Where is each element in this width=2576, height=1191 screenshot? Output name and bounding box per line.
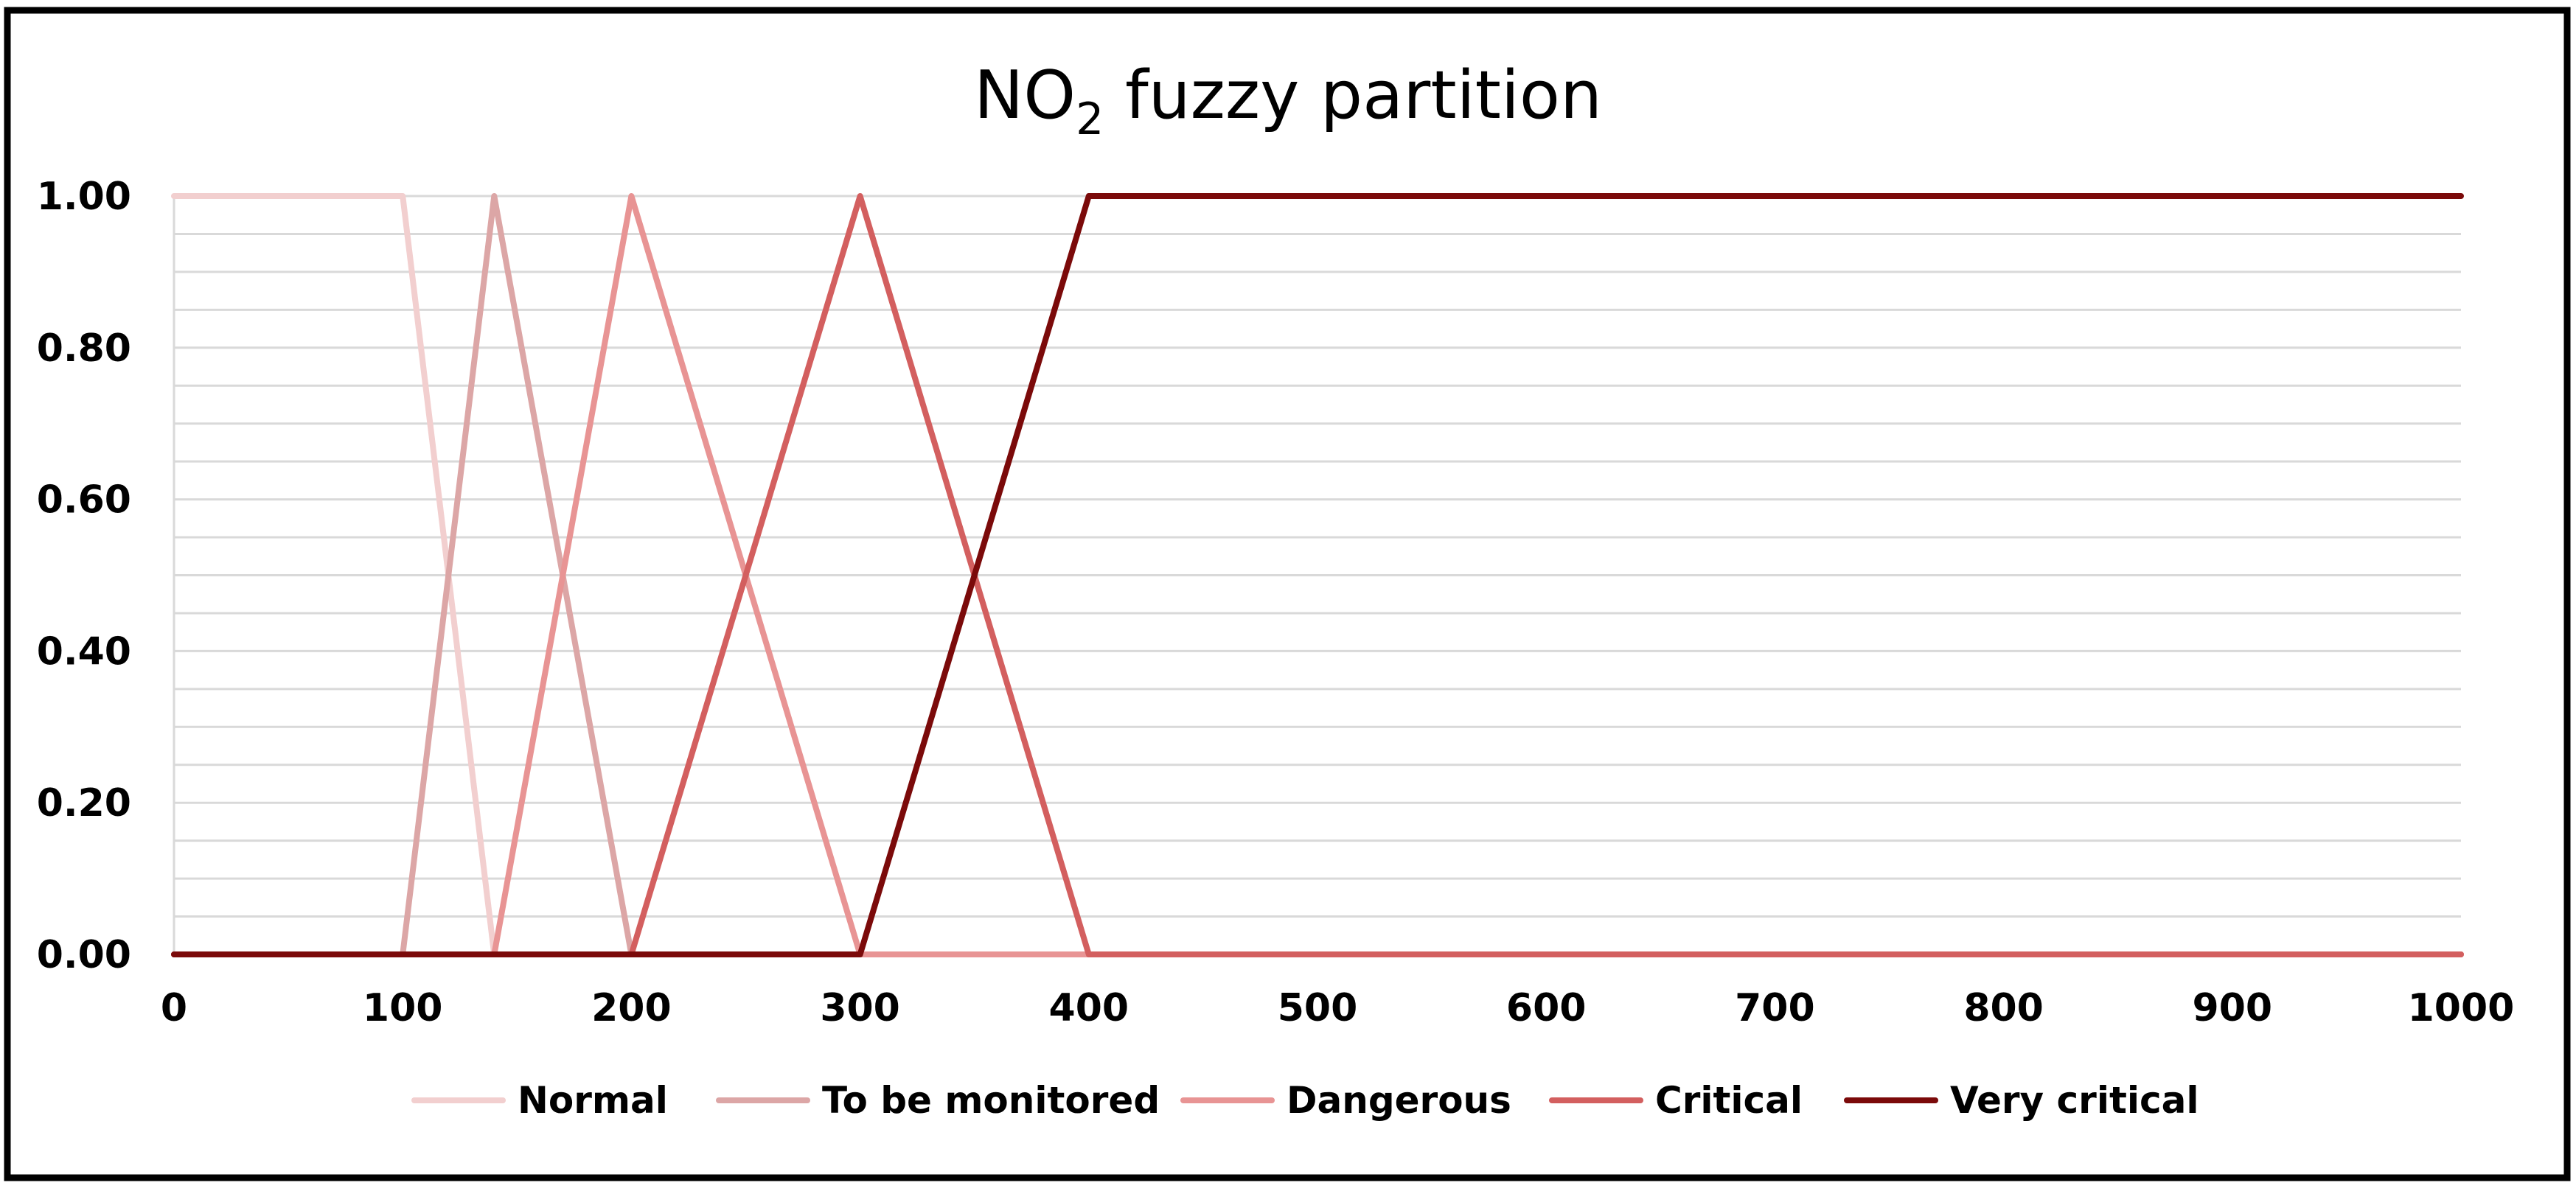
legend-item-normal: Normal [411,1079,668,1122]
x-axis-ticks: 0 100 200 300 400 500 600 700 800 900 1000 [161,986,2514,1030]
legend-label: Normal [518,1079,668,1122]
y-tick-label: 0.60 [37,478,131,523]
y-tick-label: 0.00 [37,933,131,977]
legend-label: To be monitored [822,1079,1160,1122]
legend-item-critical: Critical [1549,1079,1803,1122]
chart-title-suffix: fuzzy partition [1104,57,1602,134]
chart-title: NO2 fuzzy partition [974,57,1602,145]
x-tick-label: 300 [820,986,900,1030]
x-tick-label: 100 [363,986,443,1030]
series-line-very-critical [171,193,2464,957]
legend-item-to-be-monitored: To be monitored [716,1079,1160,1122]
x-tick-label: 0 [161,986,187,1030]
x-tick-label: 700 [1735,986,1815,1030]
x-tick-label: 800 [1963,986,2044,1030]
legend-label: Very critical [1950,1079,2199,1122]
y-tick-label: 0.20 [37,781,131,825]
chart-title-subscript: 2 [1076,94,1104,145]
x-tick-label: 1000 [2408,986,2515,1030]
legend-item-dangerous: Dangerous [1180,1079,1511,1122]
y-tick-label: 0.40 [37,629,131,674]
y-axis-ticks: 0.00 0.20 0.40 0.60 0.80 1.00 [37,175,131,977]
x-tick-label: 900 [2193,986,2273,1030]
chart-border [4,7,2571,1181]
chart-title-prefix: NO [974,57,1076,134]
legend-label: Dangerous [1287,1079,1511,1122]
series-lines [171,193,2464,957]
y-tick-label: 0.80 [37,326,131,371]
x-tick-label: 200 [591,986,672,1030]
legend-label: Critical [1655,1079,1803,1122]
y-tick-label: 1.00 [37,175,131,219]
legend-item-very-critical: Very critical [1844,1079,2199,1122]
x-tick-label: 400 [1049,986,1129,1030]
x-tick-label: 500 [1278,986,1358,1030]
x-tick-label: 600 [1506,986,1587,1030]
legend: Normal To be monitored Dangerous Critical Ve… [411,1079,2199,1122]
